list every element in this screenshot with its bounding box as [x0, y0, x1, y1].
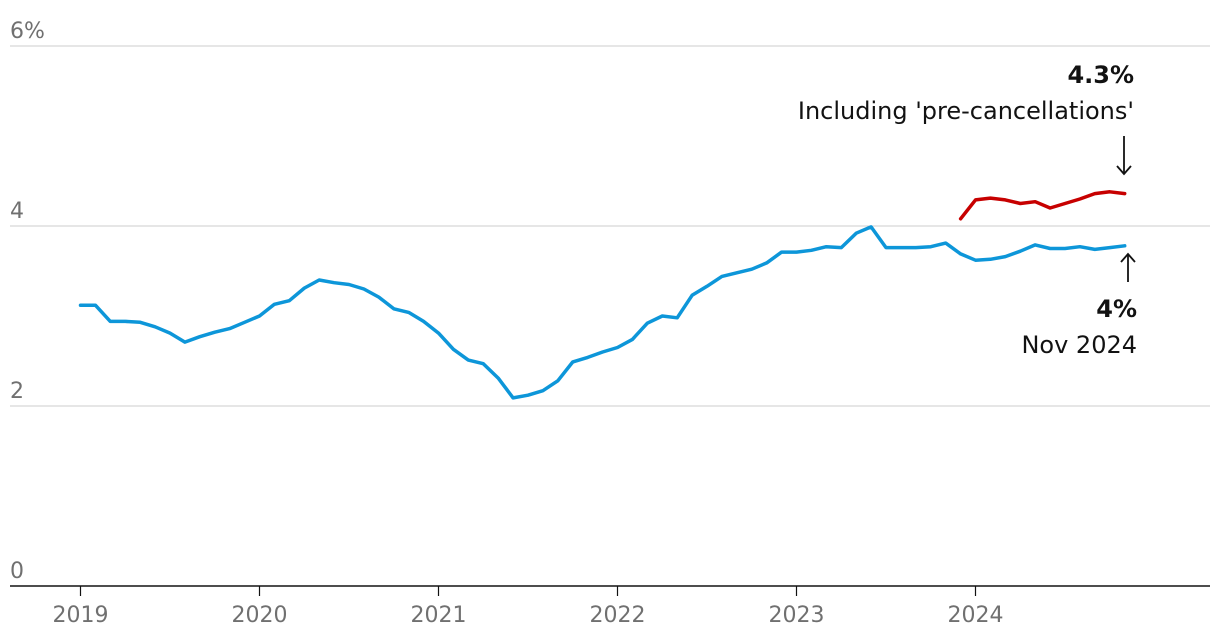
y-tick-label: 2 [10, 379, 24, 404]
x-tick-label: 2021 [411, 603, 467, 628]
y-tick-label: 0 [10, 559, 24, 584]
x-tick-labels: 2019 2020 2021 2022 2023 2024 [53, 586, 1004, 628]
annotation-latest-value: 4% [1096, 295, 1137, 323]
series-line-pre-cancellations [958, 190, 1127, 221]
series-line-main [78, 225, 1127, 400]
y-tick-label: 4 [10, 199, 24, 224]
annotation-latest-text: Nov 2024 [1021, 331, 1137, 359]
annotation-pre-cancellations: 4.3% Including 'pre-cancellations' [798, 61, 1134, 176]
annotation-pre-text: Including 'pre-cancellations' [798, 97, 1134, 125]
gridlines [10, 45, 1210, 587]
series-lines [78, 190, 1127, 400]
x-tick-label: 2023 [769, 603, 825, 628]
x-tick-label: 2020 [232, 603, 288, 628]
x-tick-label: 2022 [590, 603, 646, 628]
up-arrow-icon [1120, 252, 1136, 282]
down-arrow-icon [1116, 136, 1132, 176]
y-tick-label: 6% [10, 19, 45, 44]
x-tick-label: 2024 [948, 603, 1004, 628]
annotation-latest: 4% Nov 2024 [1021, 252, 1137, 359]
annotation-pre-value: 4.3% [1067, 61, 1134, 89]
y-tick-labels: 0 2 4 6% [10, 19, 45, 584]
x-tick-label: 2019 [53, 603, 109, 628]
